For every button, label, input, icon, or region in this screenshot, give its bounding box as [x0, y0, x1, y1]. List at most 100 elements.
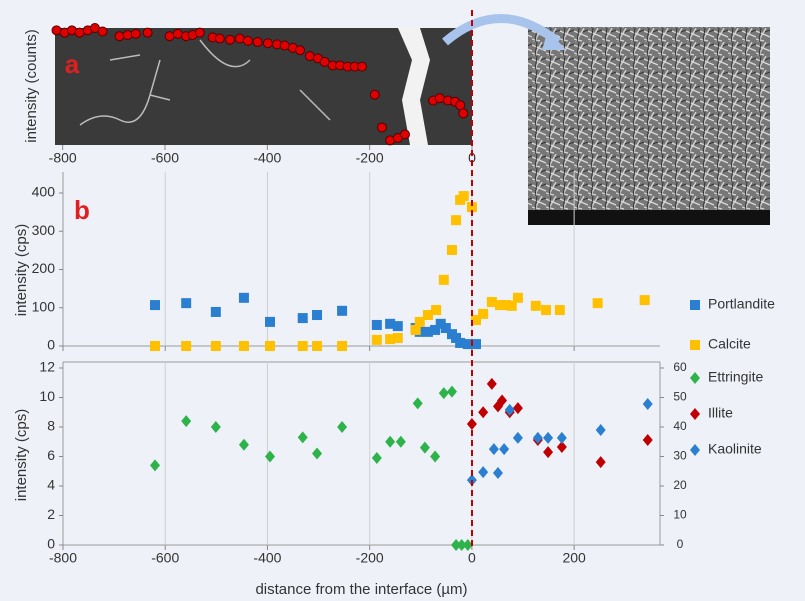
point — [385, 436, 395, 448]
x-axis-label: distance from the interface (µm) — [255, 581, 467, 598]
point — [447, 386, 457, 398]
y-axis-label: intensity (cps) — [13, 409, 30, 502]
x-tick-label: -200 — [356, 550, 384, 566]
series — [150, 293, 481, 349]
point — [357, 62, 366, 71]
point — [431, 305, 441, 315]
legend-label: Portlandite — [708, 296, 775, 312]
point — [225, 35, 234, 44]
point — [150, 459, 160, 471]
panel-label: a — [65, 49, 80, 79]
point — [557, 432, 567, 444]
point — [215, 34, 224, 43]
point — [478, 309, 488, 319]
y-tick-label: 6 — [47, 447, 55, 463]
point — [173, 29, 182, 38]
point — [596, 424, 606, 436]
legend-label: Ettringite — [708, 369, 763, 385]
point — [337, 421, 347, 433]
y2-tick-label: 60 — [673, 360, 687, 374]
point — [513, 293, 523, 303]
point — [531, 301, 541, 311]
x-tick-label: -800 — [49, 550, 77, 566]
legend-label: Illite — [708, 405, 733, 421]
point — [320, 57, 329, 66]
point — [493, 467, 503, 479]
series — [467, 398, 653, 486]
point — [263, 39, 272, 48]
point — [430, 451, 440, 463]
point — [211, 421, 221, 433]
x-tick-label: -200 — [356, 150, 384, 166]
y2-tick-label: 20 — [673, 478, 687, 492]
legend-marker — [690, 444, 700, 456]
x-tick-label: 200 — [562, 550, 586, 566]
point — [337, 341, 347, 351]
point — [131, 29, 140, 38]
y-axis-label: intensity (cps) — [13, 224, 30, 317]
point — [265, 341, 275, 351]
legend-item: Ettringite — [690, 369, 763, 385]
point — [533, 432, 543, 444]
sem-info-bar — [528, 210, 770, 225]
point — [372, 335, 382, 345]
point — [435, 94, 444, 103]
point — [181, 341, 191, 351]
sem-image-c — [528, 27, 770, 225]
point — [478, 406, 488, 418]
panel-label: b — [74, 195, 90, 225]
point — [400, 130, 409, 139]
x-tick-label: -600 — [151, 150, 179, 166]
point — [123, 31, 132, 40]
point — [312, 448, 322, 460]
point — [640, 295, 650, 305]
point — [372, 452, 382, 464]
point — [235, 34, 244, 43]
point — [555, 305, 565, 315]
point — [312, 341, 322, 351]
point — [165, 32, 174, 41]
series — [467, 378, 653, 468]
legend-item: Illite — [690, 405, 733, 421]
point — [280, 41, 289, 50]
point — [298, 341, 308, 351]
point — [181, 298, 191, 308]
legend-marker — [690, 372, 700, 384]
series — [150, 386, 473, 551]
y-tick-label: 100 — [32, 298, 56, 314]
legend-marker — [690, 408, 700, 420]
point — [52, 26, 61, 35]
point — [243, 36, 252, 45]
legend-item: Kaolinite — [690, 441, 762, 457]
y2-tick-label: 30 — [673, 449, 687, 463]
point — [393, 321, 403, 331]
point — [372, 320, 382, 330]
y2-tick-label: 50 — [673, 390, 687, 404]
point — [420, 442, 430, 454]
point — [143, 28, 152, 37]
x-tick-label: -800 — [49, 150, 77, 166]
point — [447, 245, 457, 255]
point — [487, 378, 497, 390]
point — [478, 466, 488, 478]
point — [396, 436, 406, 448]
point — [543, 446, 553, 458]
legend-item: Calcite — [690, 336, 751, 352]
point — [370, 90, 379, 99]
point — [115, 32, 124, 41]
point — [541, 305, 551, 315]
y-tick-label: 0 — [47, 337, 55, 353]
point — [181, 415, 191, 427]
point — [377, 123, 386, 132]
y-tick-label: 400 — [32, 184, 56, 200]
legend-marker — [690, 340, 700, 350]
point — [459, 191, 469, 201]
point — [98, 27, 107, 36]
legend-label: Calcite — [708, 336, 751, 352]
point — [643, 434, 653, 446]
point — [296, 46, 305, 55]
point — [211, 341, 221, 351]
point — [195, 28, 204, 37]
point — [596, 456, 606, 468]
point — [456, 101, 465, 110]
